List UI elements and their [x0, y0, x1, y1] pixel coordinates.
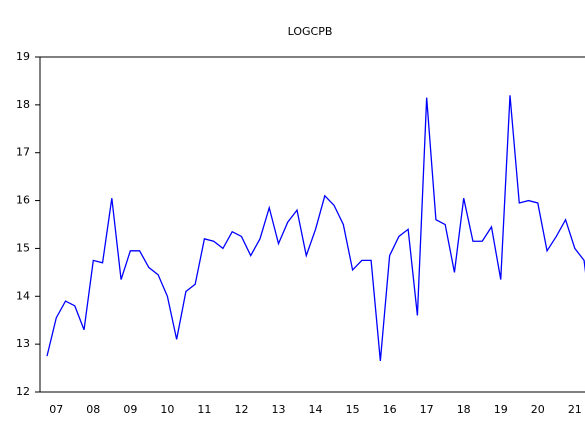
- x-tick-label: 18: [457, 403, 471, 416]
- x-tick-label: 14: [309, 403, 323, 416]
- x-tick-label: 12: [234, 403, 248, 416]
- y-tick-label: 15: [16, 241, 30, 254]
- plot-area: [46, 95, 585, 361]
- y-tick-label: 16: [16, 194, 30, 207]
- x-tick-label: 15: [346, 403, 360, 416]
- x-tick-label: 19: [494, 403, 508, 416]
- x-tick-label: 17: [420, 403, 434, 416]
- x-tick-label: 16: [383, 403, 397, 416]
- y-tick-label: 18: [16, 98, 30, 111]
- chart-title: LOGCPB: [288, 25, 333, 38]
- y-tick-label: 14: [16, 289, 30, 302]
- x-tick-label: 08: [86, 403, 100, 416]
- x-tick-label: 09: [123, 403, 137, 416]
- x-tick-label: 07: [49, 403, 63, 416]
- y-tick-label: 19: [16, 50, 30, 63]
- x-tick-label: 11: [197, 403, 211, 416]
- y-tick-label: 12: [16, 385, 30, 398]
- y-tick-label: 13: [16, 337, 30, 350]
- x-tick-label: 21: [568, 403, 582, 416]
- series-line: [46, 95, 585, 361]
- x-tick-label: 20: [531, 403, 545, 416]
- x-tick-label: 13: [272, 403, 286, 416]
- x-tick-label: 10: [160, 403, 174, 416]
- y-tick-label: 17: [16, 146, 30, 159]
